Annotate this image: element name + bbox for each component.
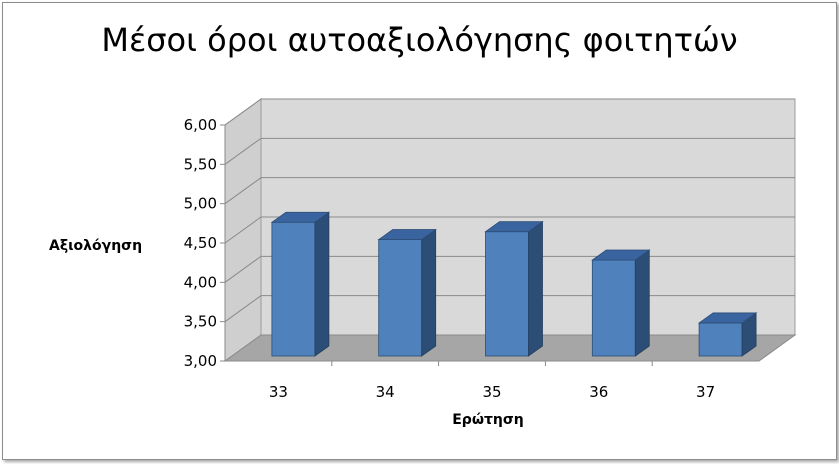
x-tick-label: 34	[376, 383, 395, 401]
bars	[270, 211, 758, 357]
y-tick-label: 3,00	[184, 352, 217, 370]
bar-top	[270, 211, 331, 223]
x-tick-label: 33	[269, 383, 288, 401]
bar	[377, 228, 437, 357]
y-tick-label: 4,50	[184, 234, 217, 252]
bar-side	[314, 211, 330, 357]
bar-front	[485, 231, 529, 357]
bar-side	[634, 249, 650, 357]
x-tick-label: 37	[696, 383, 715, 401]
y-axis-title: Αξιολόγηση	[49, 238, 142, 254]
bar	[591, 249, 651, 357]
bar-top	[377, 229, 437, 240]
bar-side	[421, 228, 437, 357]
y-tick-label: 5,00	[184, 195, 217, 213]
bar	[270, 211, 331, 357]
x-tick-labels: 33 34 35 36 37	[269, 383, 715, 401]
y-tick-label: 4,00	[184, 273, 217, 291]
gridline	[224, 177, 795, 205]
x-tick-label: 36	[589, 383, 608, 401]
bar-top	[484, 221, 544, 233]
bar-front	[271, 221, 316, 357]
gridline	[224, 98, 795, 126]
chart-title: Μέσοι όροι αυτοαξιολόγησης φοιτητών	[101, 21, 738, 59]
bar	[697, 312, 758, 357]
x-axis-title: Ερώτηση	[452, 412, 524, 428]
bar-top	[697, 312, 758, 324]
y-tick-label: 3,50	[184, 313, 217, 331]
bar-chart: 3,003,504,004,505,005,506,00 33 34 35 36 37 …	[49, 98, 797, 428]
bar-side	[528, 220, 543, 357]
bar-top	[591, 249, 651, 261]
bar-front	[591, 259, 636, 357]
gridline	[224, 216, 795, 244]
y-tick-label: 6,00	[184, 116, 217, 134]
y-tick-label: 5,50	[184, 155, 217, 173]
y-tick-labels: 3,00 3,50 4,00 4,50 5,00 5,50 6,00	[184, 116, 217, 370]
gridline	[224, 137, 795, 165]
x-tick-label: 35	[482, 383, 501, 401]
bar-front	[698, 322, 743, 357]
bar-front	[378, 239, 423, 357]
bar	[484, 220, 544, 357]
